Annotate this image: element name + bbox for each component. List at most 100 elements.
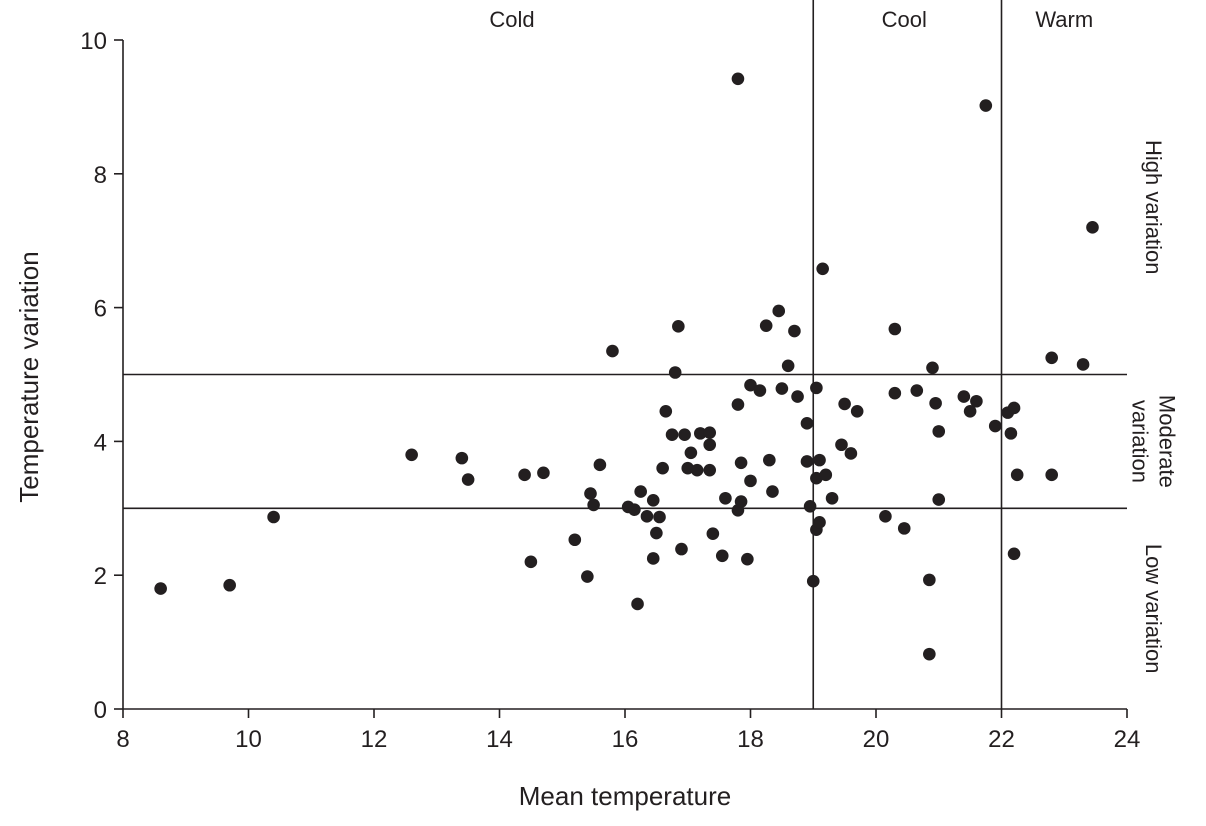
y-tick-label: 0 xyxy=(94,697,107,724)
data-point xyxy=(731,72,745,86)
x-tick-label: 12 xyxy=(361,726,388,753)
data-point xyxy=(813,453,826,467)
y-tick-label: 8 xyxy=(94,162,107,189)
x-tick-label: 16 xyxy=(612,726,639,753)
data-point xyxy=(825,491,839,505)
data-point xyxy=(844,447,858,460)
data-point xyxy=(923,647,936,661)
data-point xyxy=(653,510,666,524)
data-point xyxy=(706,527,720,541)
data-point xyxy=(675,542,688,556)
data-point xyxy=(537,466,550,480)
data-point xyxy=(1045,351,1058,365)
data-point xyxy=(587,498,600,512)
data-point xyxy=(932,425,946,438)
data-point xyxy=(957,390,971,403)
data-point xyxy=(606,344,619,358)
data-point xyxy=(518,468,531,482)
data-point xyxy=(646,552,660,565)
data-point xyxy=(593,458,607,472)
data-point xyxy=(800,455,814,468)
data-point xyxy=(154,582,167,595)
data-points xyxy=(154,72,1099,661)
region-label-right-line: Low variation xyxy=(1141,544,1166,674)
region-label-top: Warm xyxy=(1035,7,1093,32)
data-point xyxy=(744,378,757,392)
x-axis-title: Mean temperature xyxy=(519,781,731,811)
data-point xyxy=(703,426,717,440)
data-point xyxy=(910,384,924,397)
reference-lines xyxy=(123,0,1127,709)
x-tick-label: 20 xyxy=(863,726,890,753)
data-point xyxy=(628,503,641,516)
data-point xyxy=(1086,221,1099,234)
data-point xyxy=(678,428,691,442)
data-point xyxy=(1004,427,1018,440)
data-point xyxy=(731,398,745,411)
y-tick-label: 2 xyxy=(94,563,107,590)
data-point xyxy=(524,555,538,569)
region-label-right-line: variation xyxy=(1128,400,1153,483)
data-point xyxy=(1076,358,1090,371)
data-point xyxy=(672,320,685,333)
data-point xyxy=(405,448,418,462)
data-point xyxy=(568,533,582,547)
data-point xyxy=(810,381,823,395)
region-label-right-line: Moderate xyxy=(1155,395,1180,488)
data-point xyxy=(694,427,707,440)
data-point xyxy=(719,491,732,505)
data-point xyxy=(734,456,748,470)
data-point xyxy=(763,453,776,467)
region-label-right: High variation xyxy=(1141,140,1166,275)
data-point xyxy=(690,463,704,477)
y-tick-label: 4 xyxy=(94,429,107,456)
data-point xyxy=(970,394,983,408)
data-point xyxy=(803,499,817,513)
data-point xyxy=(584,487,597,500)
data-point xyxy=(681,461,695,475)
data-point xyxy=(668,366,682,379)
data-point xyxy=(715,549,729,563)
data-point xyxy=(461,473,475,486)
region-label-top: Cool xyxy=(882,7,927,32)
data-point xyxy=(759,319,773,332)
data-point xyxy=(775,382,789,395)
data-point xyxy=(659,404,673,418)
data-point xyxy=(788,324,801,338)
data-point xyxy=(744,474,757,488)
x-tick-label: 8 xyxy=(116,726,129,753)
data-point xyxy=(1010,468,1024,482)
data-point xyxy=(926,361,939,375)
y-tick-label: 6 xyxy=(94,296,107,323)
data-point xyxy=(766,485,779,498)
data-point xyxy=(800,417,814,430)
data-point xyxy=(806,574,820,588)
data-point xyxy=(838,397,851,411)
data-point xyxy=(703,438,717,452)
data-point xyxy=(850,404,864,418)
data-point xyxy=(963,404,977,418)
data-point xyxy=(1007,547,1021,561)
data-point xyxy=(819,468,833,482)
data-point xyxy=(684,446,698,460)
x-tick-label: 24 xyxy=(1114,726,1141,753)
data-point xyxy=(753,384,767,397)
x-tick-label: 14 xyxy=(486,726,513,753)
data-point xyxy=(791,390,804,403)
data-point xyxy=(631,597,644,611)
data-point xyxy=(932,493,946,506)
data-point xyxy=(781,359,795,373)
x-axis: 8 10 12 14 16 18 20 22 24 xyxy=(116,709,1140,753)
data-point xyxy=(656,461,669,475)
data-point xyxy=(223,578,236,592)
data-point xyxy=(979,99,993,112)
data-point xyxy=(640,510,654,523)
x-tick-label: 10 xyxy=(235,726,262,753)
region-labels: Cold Cool Warm High variation Moderatevariat… xyxy=(489,7,1179,673)
data-point xyxy=(879,510,892,523)
data-point xyxy=(888,322,902,336)
data-point xyxy=(650,526,663,540)
y-axis-title: Temperature variation xyxy=(14,251,44,502)
region-label-right: Low variation xyxy=(1141,544,1166,674)
data-point xyxy=(813,516,826,529)
